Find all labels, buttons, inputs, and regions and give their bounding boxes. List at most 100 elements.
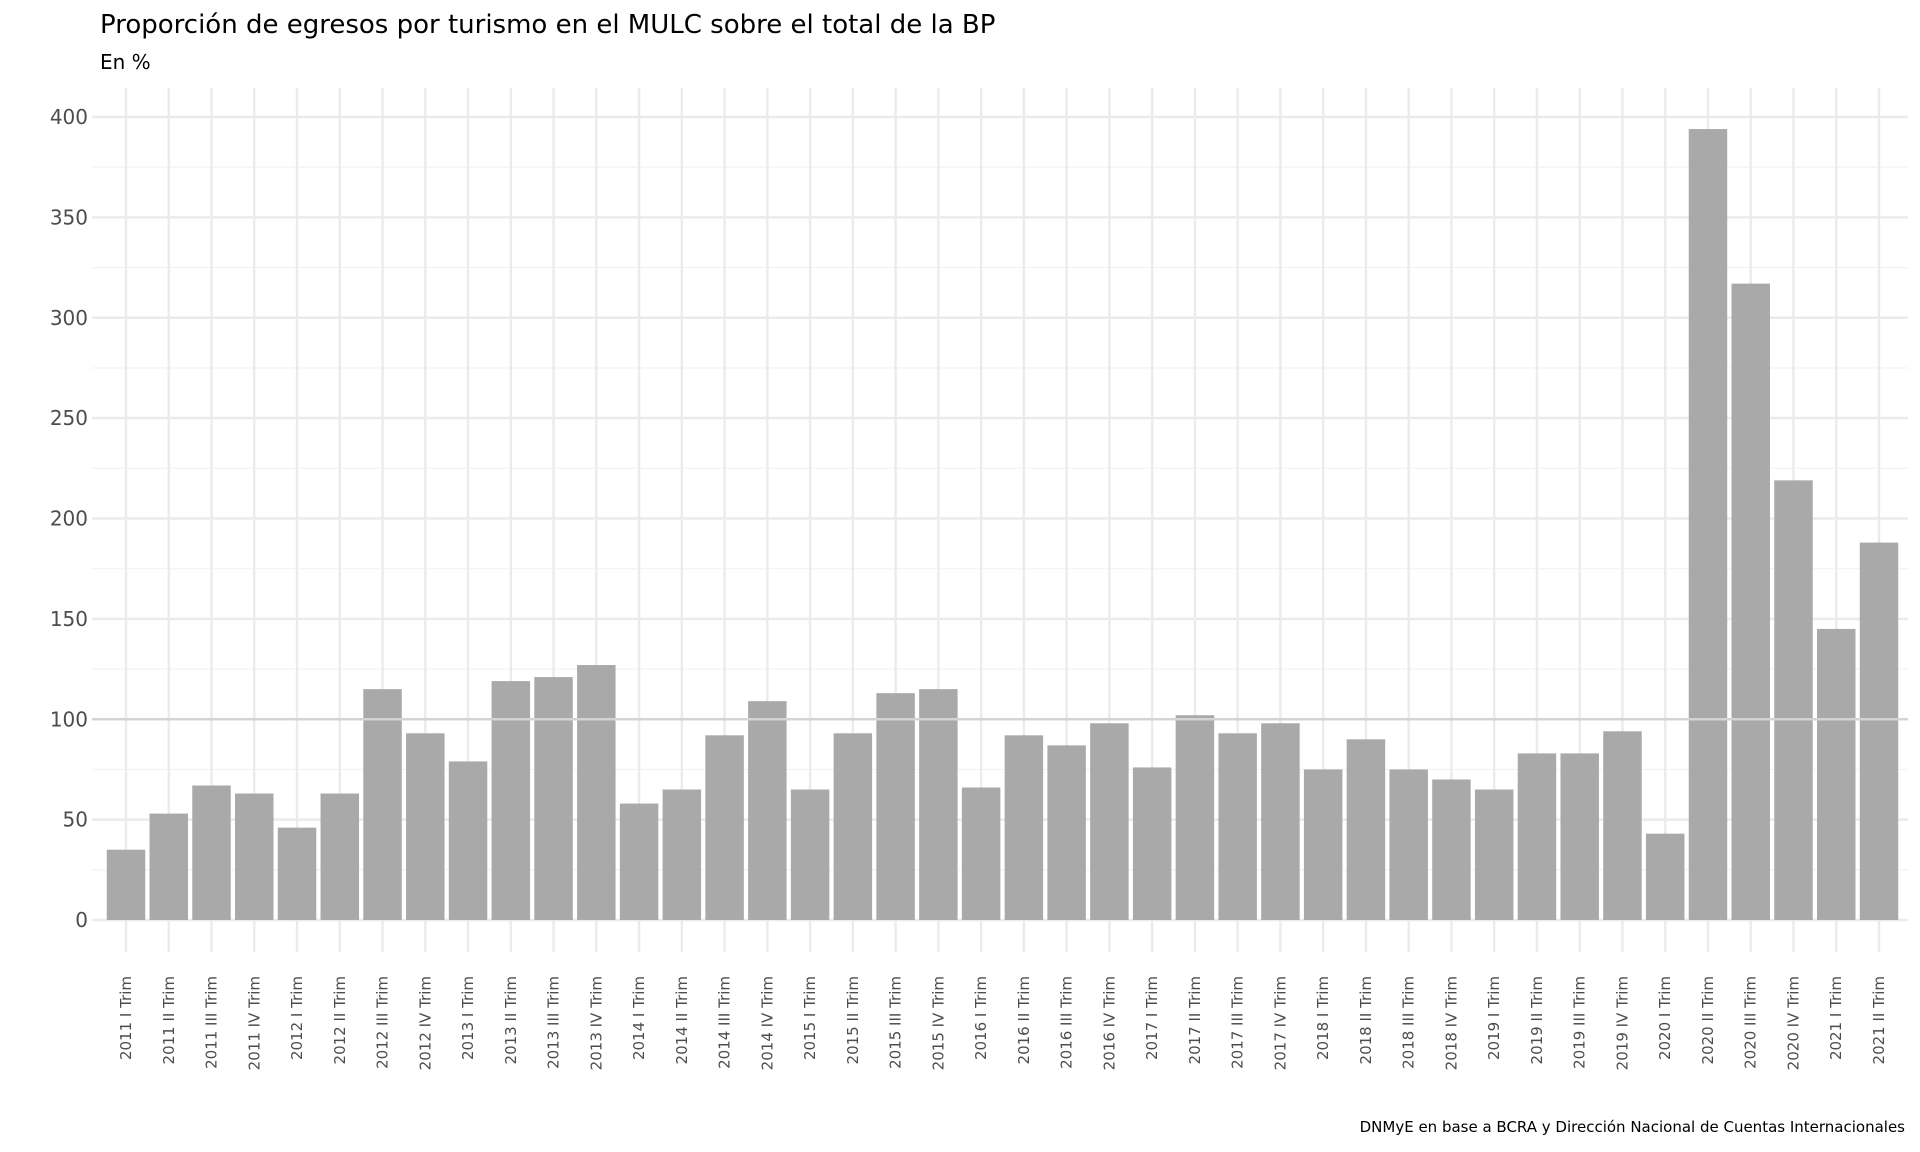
bar [448,761,488,920]
bar [1346,739,1386,920]
x-tick-label: 2018 II Trim [1357,976,1375,1064]
bar [833,733,873,920]
x-tick-label: 2016 I Trim [972,976,990,1060]
bar [1859,542,1899,920]
chart-title: Proporción de egresos por turismo en el … [100,10,996,40]
bar [406,733,445,920]
bar [705,735,744,920]
x-tick-label: 2012 IV Trim [416,976,434,1070]
bar [1731,283,1770,920]
bar [320,793,360,920]
x-tick-label: 2021 II Trim [1870,976,1888,1064]
y-tick-label: 150 [50,607,88,631]
y-tick-label: 300 [50,306,88,330]
bar [748,701,787,920]
bar [619,803,659,920]
x-tick-label: 2016 III Trim [1058,976,1076,1069]
x-tick-label: 2020 I Trim [1656,976,1674,1060]
x-tick-label: 2017 IV Trim [1271,976,1289,1070]
bar [1303,769,1343,920]
bar [1603,731,1642,920]
bar [577,665,616,920]
x-tick-label: 2014 III Trim [716,976,734,1069]
x-tick-label: 2019 II Trim [1528,976,1546,1064]
x-tick-label: 2011 IV Trim [245,976,263,1070]
x-tick-label: 2018 III Trim [1400,976,1418,1069]
x-tick-label: 2014 II Trim [673,976,691,1064]
bar [534,677,573,920]
x-tick-label: 2014 I Trim [630,976,648,1060]
bar [106,849,146,920]
bar [1517,753,1557,920]
bar [1218,733,1257,920]
x-tick-label: 2011 III Trim [203,976,221,1069]
x-tick-label: 2012 III Trim [374,976,392,1069]
x-tick-label: 2016 IV Trim [1100,976,1118,1070]
x-tick-label: 2019 I Trim [1485,976,1503,1060]
y-tick-label: 100 [50,707,88,731]
bar [1132,767,1172,920]
bar [1774,480,1813,920]
x-tick-label: 2020 III Trim [1742,976,1760,1069]
x-tick-label: 2018 I Trim [1314,976,1332,1060]
bar [277,827,317,920]
bar [192,785,231,920]
x-tick-label: 2011 II Trim [160,976,178,1064]
chart-caption: DNMyE en base a BCRA y Dirección Naciona… [1359,1118,1905,1136]
bar [491,681,531,920]
bar [1090,723,1129,920]
bar [1004,735,1044,920]
x-tick-label: 2020 IV Trim [1784,976,1802,1070]
bar [1432,779,1471,920]
bar [1474,789,1514,920]
bar [235,793,274,920]
bars [92,129,1908,921]
x-tick-label: 2013 III Trim [545,976,563,1069]
x-tick-label: 2015 IV Trim [929,976,947,1070]
x-tick-label: 2015 I Trim [801,976,819,1060]
bar [1688,129,1728,921]
x-tick-label: 2018 IV Trim [1442,976,1460,1070]
x-tick-label: 2019 IV Trim [1613,976,1631,1070]
x-tick-label: 2012 I Trim [288,976,306,1060]
x-axis-ticks: 2011 I Trim 2011 II Trim 2011 III Trim 2011… [117,976,1888,1070]
x-tick-label: 2012 II Trim [331,976,349,1064]
bar [1389,769,1428,920]
x-tick-label: 2021 I Trim [1827,976,1845,1060]
bar [876,693,915,920]
x-tick-label: 2016 II Trim [1015,976,1033,1064]
x-tick-label: 2011 I Trim [117,976,135,1060]
bar [1261,723,1300,920]
bar [961,787,1001,920]
bar [363,689,402,920]
x-tick-label: 2017 III Trim [1229,976,1247,1069]
bar [790,789,830,920]
x-tick-label: 2020 II Trim [1699,976,1717,1064]
x-tick-label: 2013 IV Trim [587,976,605,1070]
chart-subtitle: En % [100,50,151,74]
y-tick-label: 350 [50,205,88,229]
bar [662,789,702,920]
x-tick-label: 2013 I Trim [459,976,477,1060]
bar [149,813,188,920]
bar [1047,745,1086,920]
y-axis-ticks: 0 50 100 150 200 250 300 350 400 [50,105,88,932]
x-tick-label: 2014 IV Trim [758,976,776,1070]
x-tick-label: 2019 III Trim [1571,976,1589,1069]
x-tick-label: 2015 III Trim [887,976,905,1069]
y-tick-label: 200 [50,507,88,531]
x-tick-label: 2013 II Trim [502,976,520,1064]
y-tick-label: 0 [75,908,88,932]
bar [1645,833,1685,920]
x-tick-label: 2017 II Trim [1186,976,1204,1064]
x-tick-label: 2017 I Trim [1143,976,1161,1060]
bar [919,689,958,920]
y-tick-label: 400 [50,105,88,129]
y-tick-label: 250 [50,406,88,430]
bar [1817,628,1856,920]
bar [1560,753,1599,920]
bar [1175,715,1215,920]
y-tick-label: 50 [63,808,88,832]
x-tick-label: 2015 II Trim [844,976,862,1064]
